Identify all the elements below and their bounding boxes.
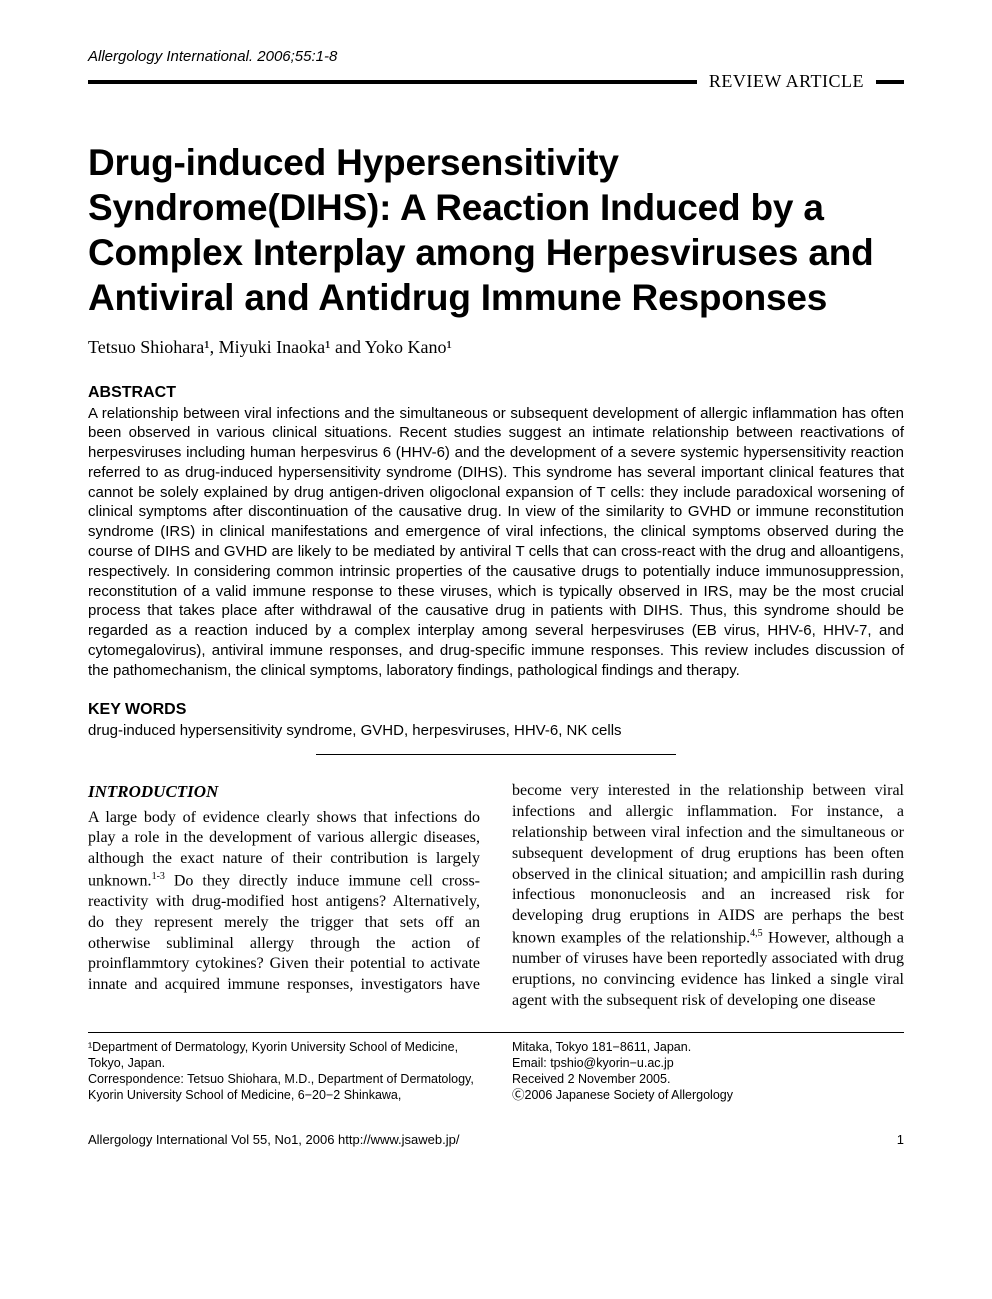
introduction-heading: INTRODUCTION bbox=[88, 781, 480, 803]
page-number: 1 bbox=[897, 1132, 904, 1147]
page: Allergology International. 2006;55:1-8 R… bbox=[0, 0, 992, 1299]
citation-ref-2: 4,5 bbox=[750, 928, 763, 939]
section-divider bbox=[316, 754, 676, 755]
article-type-label: REVIEW ARTICLE bbox=[709, 71, 864, 92]
introduction-paragraph: A large body of evidence clearly shows t… bbox=[88, 781, 904, 1011]
rule-left bbox=[88, 80, 697, 84]
footnote-correspondence: Mitaka, Tokyo 181−8611, Japan. Email: tp… bbox=[512, 1039, 904, 1104]
citation-ref-1: 1-3 bbox=[152, 871, 165, 882]
footnote-affiliation: ¹Department of Dermatology, Kyorin Unive… bbox=[88, 1039, 480, 1104]
footer-journal-info: Allergology International Vol 55, No1, 2… bbox=[88, 1132, 459, 1147]
page-footer: Allergology International Vol 55, No1, 2… bbox=[88, 1132, 904, 1147]
article-title: Drug-induced Hypersensitivity Syndrome(D… bbox=[88, 140, 904, 321]
abstract-heading: ABSTRACT bbox=[88, 384, 904, 402]
keywords-body: drug-induced hypersensitivity syndrome, … bbox=[88, 721, 904, 741]
authors-line: Tetsuo Shiohara¹, Miyuki Inaoka¹ and Yok… bbox=[88, 337, 904, 358]
header-rule-row: REVIEW ARTICLE bbox=[88, 71, 904, 92]
footnotes: ¹Department of Dermatology, Kyorin Unive… bbox=[88, 1039, 904, 1104]
journal-citation: Allergology International. 2006;55:1-8 bbox=[88, 48, 904, 65]
abstract-body: A relationship between viral infections … bbox=[88, 404, 904, 681]
rule-right bbox=[876, 80, 904, 84]
keywords-heading: KEY WORDS bbox=[88, 701, 904, 719]
body-columns: INTRODUCTION A large body of evidence cl… bbox=[88, 781, 904, 1011]
footnote-rule bbox=[88, 1032, 904, 1033]
